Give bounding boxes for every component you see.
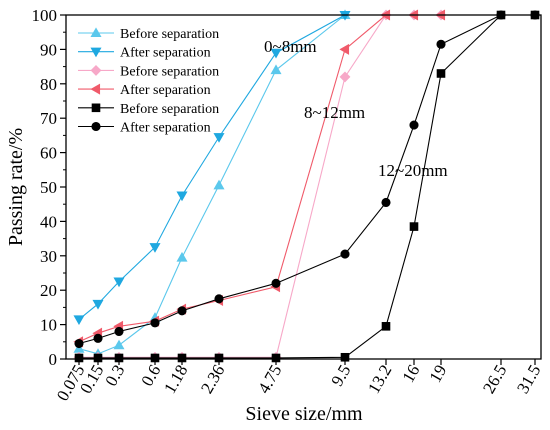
data-point <box>177 306 187 316</box>
y-tick-label: 50 <box>40 178 57 197</box>
y-tick-label: 80 <box>40 75 57 94</box>
data-point <box>213 133 225 143</box>
series-line-1 <box>78 14 346 320</box>
legend-label: After separation <box>120 46 211 61</box>
x-tick-label: 13.2 <box>364 362 395 397</box>
data-point <box>409 222 419 231</box>
legend-item-2: Before separation <box>78 64 219 79</box>
legend-item-1: After separation <box>78 46 211 61</box>
legend-marker <box>90 83 101 95</box>
y-tick-label: 0 <box>49 350 58 369</box>
legend: Before separation After separation Before … <box>78 27 219 136</box>
data-point <box>114 326 124 337</box>
series-line-0 <box>78 14 346 355</box>
x-tick-label: 16 <box>399 362 424 386</box>
x-tick-label: 0.3 <box>101 362 128 390</box>
x-tick-label: 31.5 <box>513 362 544 397</box>
annotation-8-12mm: 8~12mm <box>304 103 365 122</box>
y-tick-label: 60 <box>40 144 57 163</box>
annotation-12-20mm: 12~20mm <box>378 161 448 180</box>
data-point <box>73 315 85 326</box>
data-point <box>381 322 391 331</box>
data-point <box>93 333 103 343</box>
y-tick-label: 10 <box>40 316 57 335</box>
data-point <box>149 243 161 253</box>
data-point <box>270 48 282 59</box>
series-layer <box>73 9 540 363</box>
x-tick-label: 9.5 <box>327 362 354 390</box>
data-point <box>381 197 391 208</box>
data-point <box>271 278 281 288</box>
legend-label: After separation <box>120 83 211 98</box>
legend-label: Before separation <box>120 27 219 42</box>
legend-marker <box>90 47 102 58</box>
legend-marker <box>91 121 101 132</box>
annotation-0-8mm: 0~8mm <box>264 37 317 56</box>
legend-label: Before separation <box>120 102 219 117</box>
y-tick-label: 100 <box>32 6 58 25</box>
x-tick-label: 1.18 <box>160 362 191 397</box>
y-tick-label: 30 <box>40 247 57 266</box>
y-axis-title: Passing rate/% <box>5 128 27 246</box>
legend-marker <box>90 27 102 38</box>
data-point <box>74 338 84 349</box>
legend-marker <box>90 64 102 76</box>
x-tick-label: 19 <box>426 362 451 386</box>
data-point <box>176 251 188 262</box>
data-point <box>436 69 446 78</box>
legend-item-3: After separation <box>78 83 211 98</box>
y-tick-label: 70 <box>40 109 57 128</box>
x-tick-label: 26.5 <box>479 362 510 397</box>
series-0 <box>73 9 351 358</box>
data-point <box>113 339 125 350</box>
data-point <box>339 43 350 55</box>
data-point <box>270 64 282 75</box>
y-tick-label: 90 <box>40 40 57 59</box>
x-tick-label: 4.75 <box>254 362 285 397</box>
series-5 <box>74 10 540 349</box>
data-point <box>113 277 125 288</box>
legend-item-0: Before separation <box>78 27 219 42</box>
y-tick-label: 40 <box>40 212 57 231</box>
legend-label: Before separation <box>120 64 219 79</box>
data-point <box>150 318 160 328</box>
y-tick-label: 20 <box>40 281 57 300</box>
legend-item-4: Before separation <box>78 102 219 117</box>
data-point <box>214 294 224 304</box>
legend-item-5: After separation <box>78 121 211 136</box>
data-point <box>436 39 446 49</box>
data-point <box>339 71 351 83</box>
legend-label: After separation <box>120 121 211 136</box>
data-point <box>176 191 188 202</box>
data-point <box>92 299 104 310</box>
series-1 <box>73 10 351 326</box>
data-point <box>409 120 419 130</box>
legend-marker <box>91 103 101 113</box>
x-tick-label: 2.36 <box>197 362 228 397</box>
data-point <box>213 179 225 190</box>
data-point <box>340 249 350 259</box>
x-axis-title: Sieve size/mm <box>245 403 363 425</box>
